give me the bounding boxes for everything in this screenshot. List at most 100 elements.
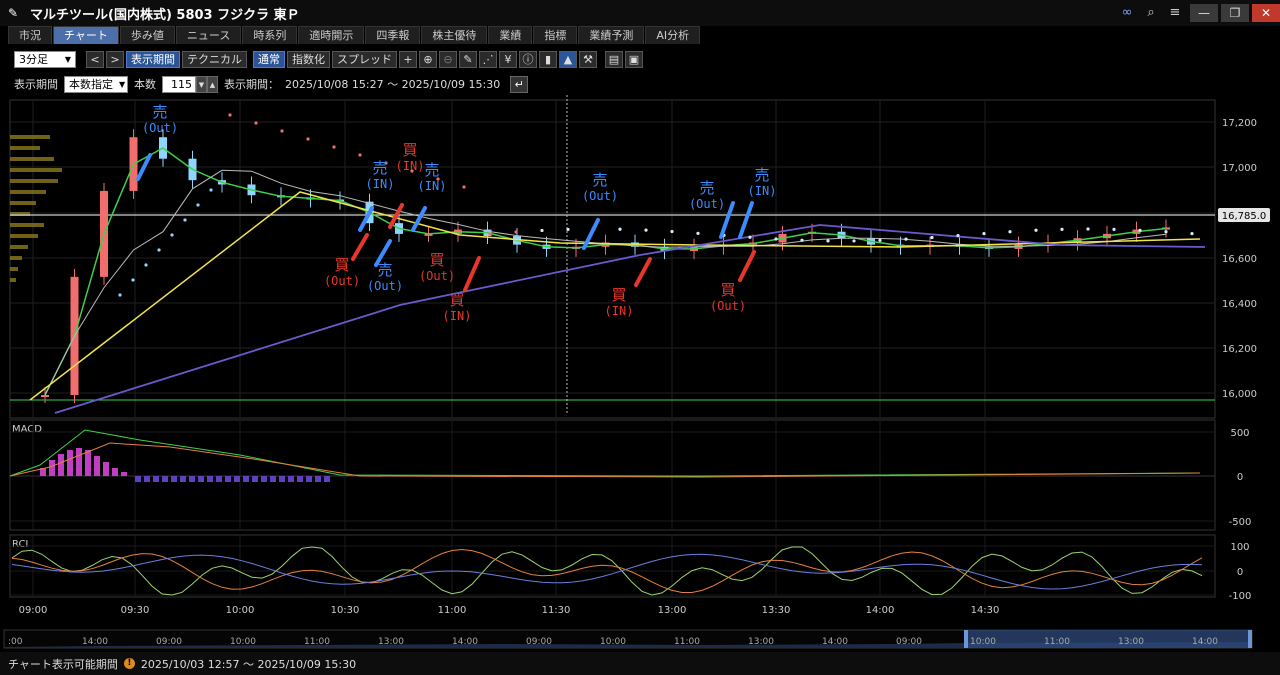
macd-bar [207,476,213,482]
macd-bar [76,448,82,476]
tab-indicators[interactable]: 指標 [533,26,578,44]
next-button[interactable]: > [106,50,124,68]
trade-label-side: (Out) [367,279,403,293]
normal-button[interactable]: 通常 [253,50,285,68]
pencil-icon[interactable]: ✎ [459,50,477,68]
nav-tick: 13:00 [748,637,774,647]
time-tick: 11:00 [438,605,467,616]
time-tick: 09:30 [121,605,150,616]
sar-dot [144,263,148,267]
tab-tick[interactable]: 歩み値 [119,26,175,44]
close-button[interactable]: ✕ [1252,4,1280,22]
macd-bar [225,476,231,482]
nav-tick: 09:00 [526,637,552,647]
sar-dot [1112,227,1116,231]
trade-arrow [634,257,652,287]
zoom-in-icon[interactable]: ⊕ [419,50,437,68]
app-logo-icon: ✎ [8,6,19,20]
prev-button[interactable]: < [86,50,104,68]
macd-label: MACD [12,424,42,435]
crosshair-icon[interactable]: + [399,50,417,68]
current-price-value: 16,785.0 [1222,211,1267,222]
trade-label-type: 買 [720,281,735,299]
search-icon[interactable]: ⌕ [1147,5,1155,20]
chevron-down-icon: ▼ [64,54,71,64]
tab-chart[interactable]: チャート [53,26,119,44]
tab-news[interactable]: ニュース [175,26,242,44]
time-tick: 14:30 [971,605,1000,616]
macd-bar [40,468,46,476]
sar-dot [1190,232,1194,236]
tab-results[interactable]: 業績 [488,26,533,44]
count-up-icon[interactable]: ▲ [207,75,218,93]
wrench-icon[interactable]: ⚒ [579,50,597,68]
rci-label: RCI [12,539,28,550]
navigator-window[interactable] [966,630,1250,648]
macd-histogram [40,448,330,482]
navigator-right-handle[interactable] [1248,630,1252,648]
trade-label-type: 買 [429,251,444,269]
count-input[interactable]: 115 [162,75,196,93]
macd-bar [216,476,222,482]
macd-bar [279,476,285,482]
count-down-icon[interactable]: ▼ [196,75,207,93]
trade-arrow [374,239,392,267]
yen-icon[interactable]: ¥ [499,50,517,68]
period-button[interactable]: 表示期間 [126,50,180,68]
nav-tick: 10:00 [970,637,996,647]
tab-ai[interactable]: AI分析 [645,26,701,44]
export-icon[interactable]: ▣ [625,50,643,68]
candle-body [424,233,433,236]
price-tick: 16,000 [1222,389,1257,400]
macd-tick: -500 [1229,517,1252,528]
macd-bar [306,476,312,482]
warning-icon: ! [123,658,135,669]
macd-bar [234,476,240,482]
trade-arrow [411,206,427,232]
nav-tick: 09:00 [156,637,182,647]
trade-label-type: 売 [372,159,387,177]
tab-disclosure[interactable]: 適時開示 [298,26,365,44]
nav-tick: 11:00 [1044,637,1070,647]
tab-shikiho[interactable]: 四季報 [365,26,421,44]
candle-icon[interactable]: ▮ [539,50,557,68]
zoom-out-icon[interactable]: ⊖ [439,50,457,68]
period-mode-select[interactable]: 本数指定 ▼ [64,75,128,93]
sar-dot [384,161,388,165]
tab-benefits[interactable]: 株主優待 [421,26,488,44]
macd-bar [144,476,150,482]
menu-icon[interactable]: ≡ [1169,5,1181,20]
technical-button[interactable]: テクニカル [182,50,247,68]
tab-market[interactable]: 市況 [8,26,52,44]
period-label: 表示期間 [14,78,58,91]
link-icon[interactable]: ∞ [1121,5,1133,20]
macd-line [9,429,1201,477]
macd-bar [324,476,330,482]
print-icon[interactable]: ▤ [605,50,623,68]
rci-tick: -100 [1229,591,1252,602]
trade-label-type: 売 [377,261,392,279]
tab-forecast[interactable]: 業績予測 [578,26,645,44]
area-chart-icon[interactable]: ▲ [559,50,577,68]
trade-arrow [738,201,754,239]
macd-bar [180,476,186,482]
macd-bar [153,476,159,482]
navigator[interactable]: :00 14:00 09:00 10:00 11:00 13:00 14:00 09:00 10… [0,628,1280,650]
trade-label-type: 売 [592,171,607,189]
macd-bar [315,476,321,482]
navigator-left-handle[interactable] [964,630,968,648]
minimize-button[interactable]: — [1190,4,1218,22]
spread-button[interactable]: スプレッド [332,50,397,68]
interval-select[interactable]: 3分足 ▼ [14,50,76,68]
index-button[interactable]: 指数化 [287,50,330,68]
navigator-axis: :00 14:00 09:00 10:00 11:00 13:00 14:00 09:00 10… [8,637,1218,647]
macd-bar [112,468,118,476]
ma-short-line [44,147,1167,396]
restore-button[interactable]: ❐ [1221,4,1249,22]
chart-area[interactable]: 17,20017,00016,80016,60016,40016,20016,0… [0,95,1280,628]
info-icon[interactable]: ⓘ [519,50,537,68]
refresh-icon[interactable]: ↵ [510,75,529,93]
trendline-icon[interactable]: ⋰ [479,50,497,68]
tab-timeseries[interactable]: 時系列 [242,26,298,44]
macd-tick: 500 [1230,428,1249,439]
